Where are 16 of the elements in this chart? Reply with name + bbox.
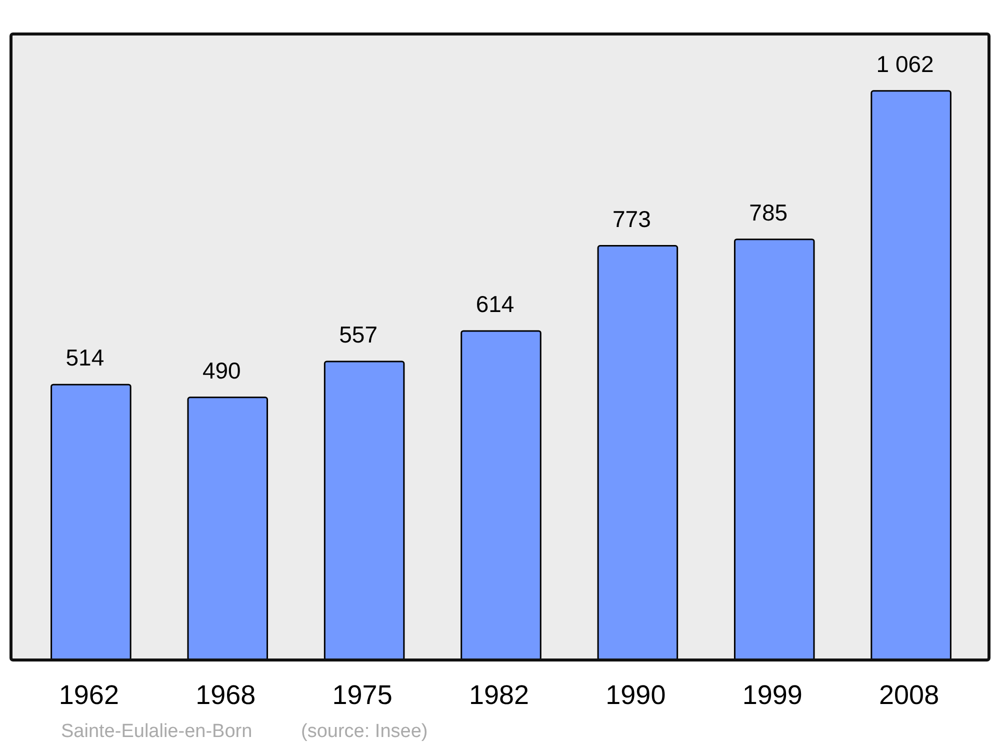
data-label: 773 [612,206,651,232]
x-tick-label: 1990 [606,680,666,710]
x-tick-label: 1968 [196,680,256,710]
x-tick-label: 1999 [742,680,802,710]
x-tick-label: 1982 [468,680,530,710]
x-tick-label: 1975 [332,680,392,710]
data-label: 1 062 [876,50,934,77]
data-label: 557 [339,322,378,348]
x-tick-label: 2008 [879,680,940,710]
data-label: 785 [749,199,788,226]
data-label: 614 [476,290,514,317]
data-label: 490 [202,357,241,384]
text: Sainte-Eulalie-en-Born [61,721,252,742]
text: (source: Insee) [301,721,428,742]
data-label: 514 [66,344,104,371]
x-tick-label: 1962 [58,680,119,710]
